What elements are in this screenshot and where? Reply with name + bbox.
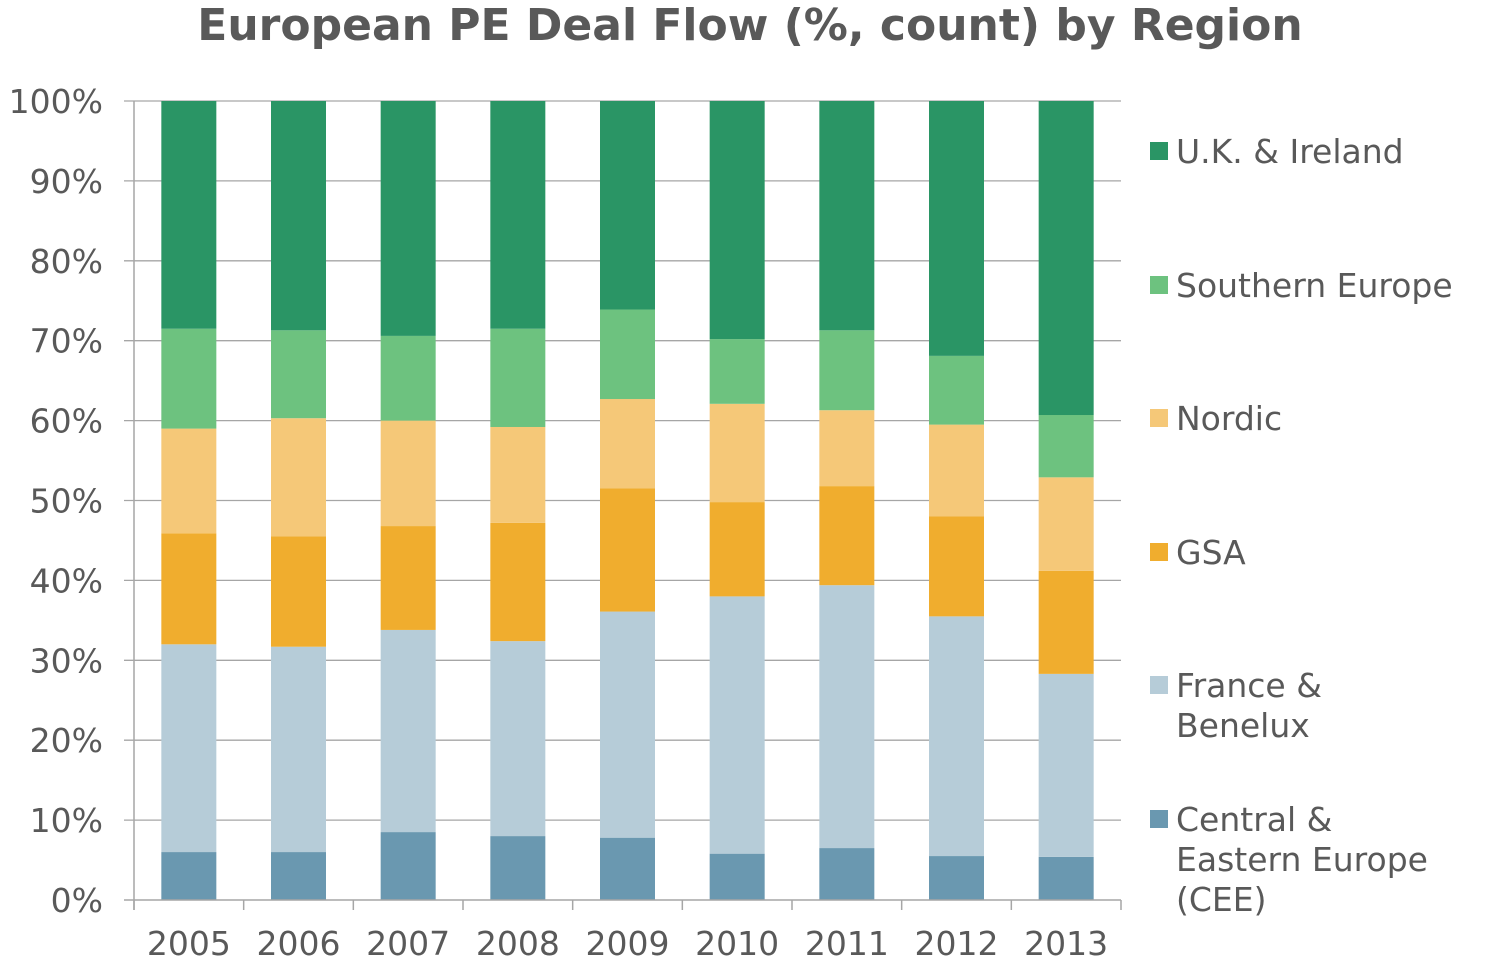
x-tick-label: 2009 xyxy=(586,924,670,963)
bar-segment xyxy=(929,101,984,356)
bar-segment xyxy=(271,852,326,900)
bar-segment xyxy=(161,852,217,900)
bar-segment xyxy=(490,641,546,837)
x-tick-label: 2011 xyxy=(805,924,889,963)
bar-segment xyxy=(819,330,875,411)
bar-segment xyxy=(490,426,546,523)
bar-segment xyxy=(161,533,217,645)
x-tick-label: 2010 xyxy=(695,924,779,963)
y-tick-label: 0% xyxy=(51,881,103,920)
bar-segment xyxy=(600,837,655,900)
bar-segment xyxy=(271,536,326,647)
bar-segment xyxy=(929,856,984,900)
bar-segment xyxy=(490,328,546,427)
bar-segment xyxy=(819,585,875,849)
bar-segment xyxy=(600,399,655,489)
bar-segment xyxy=(709,339,765,404)
y-tick-label: 60% xyxy=(30,402,103,441)
bar-segment xyxy=(161,101,217,329)
bar-segment xyxy=(929,355,984,425)
x-tick-label: 2013 xyxy=(1024,924,1108,963)
bar-segment xyxy=(709,101,765,340)
bar-segment xyxy=(271,101,326,331)
bar-segment xyxy=(709,853,765,900)
bar-segment xyxy=(929,424,984,517)
legend-swatch xyxy=(1150,676,1168,694)
bar-segment xyxy=(819,848,875,900)
bar-segment xyxy=(380,629,436,833)
y-tick-label: 30% xyxy=(30,641,103,680)
bar-segment xyxy=(271,330,326,419)
y-tick-label: 20% xyxy=(30,721,103,760)
bar-segment xyxy=(271,646,326,853)
bar-segment xyxy=(600,488,655,612)
y-tick-label: 80% xyxy=(30,242,103,281)
bar-segment xyxy=(380,101,436,336)
bar-segment xyxy=(709,596,765,854)
x-tick-label: 2007 xyxy=(366,924,450,963)
legend-swatch xyxy=(1150,409,1168,427)
bar-segment xyxy=(1038,673,1094,857)
bar-segment xyxy=(1038,856,1094,900)
legend-label: (CEE) xyxy=(1176,879,1267,919)
bar-segment xyxy=(929,616,984,857)
bar-segment xyxy=(600,101,655,310)
bar-segment xyxy=(490,101,546,329)
bar-segment xyxy=(380,526,436,630)
legend-label: Southern Europe xyxy=(1176,265,1453,305)
bar-segment xyxy=(271,418,326,537)
bar-segment xyxy=(819,101,875,331)
y-tick-label: 70% xyxy=(30,322,103,361)
legend-label: France & xyxy=(1176,666,1322,705)
y-tick-label: 40% xyxy=(30,561,103,600)
bar-segment xyxy=(1038,570,1094,674)
x-tick-label: 2012 xyxy=(915,924,999,963)
x-tick-label: 2008 xyxy=(476,924,560,963)
bar-segment xyxy=(1038,101,1094,416)
legend-swatch xyxy=(1150,275,1168,294)
bar-segment xyxy=(161,644,217,853)
bar-segment xyxy=(709,502,765,597)
legend-swatch xyxy=(1150,142,1168,160)
bar-segment xyxy=(1038,415,1094,478)
y-tick-label: 100% xyxy=(9,82,103,121)
bar-segment xyxy=(490,522,546,642)
legend-label: Nordic xyxy=(1176,399,1283,438)
bar-segment xyxy=(380,335,436,421)
legend-label: Central & xyxy=(1176,799,1333,839)
bar-segment xyxy=(600,309,655,400)
y-tick-label: 10% xyxy=(30,801,103,840)
bar-segment xyxy=(929,516,984,617)
legend-label: Benelux xyxy=(1176,706,1310,745)
y-tick-label: 90% xyxy=(30,162,103,201)
legend-label: Eastern Europe xyxy=(1176,839,1428,879)
bar-segment xyxy=(161,328,217,429)
x-tick-label: 2006 xyxy=(257,924,341,963)
bar-segment xyxy=(1038,477,1094,571)
y-tick-label: 50% xyxy=(30,482,103,521)
bar-segment xyxy=(490,836,546,900)
legend-label: GSA xyxy=(1176,532,1246,572)
bar-segment xyxy=(819,486,875,586)
bar-segment xyxy=(709,403,765,503)
bar-segment xyxy=(600,611,655,838)
x-tick-label: 2005 xyxy=(147,924,231,963)
legend-swatch xyxy=(1150,542,1168,561)
bar-segment xyxy=(819,410,875,487)
bar-segment xyxy=(380,420,436,527)
bar-segment xyxy=(380,832,436,900)
chart-title: European PE Deal Flow (%, count) by Regi… xyxy=(197,0,1303,51)
bar-segment xyxy=(161,428,217,534)
legend-swatch xyxy=(1150,809,1168,828)
legend-label: U.K. & Ireland xyxy=(1176,132,1404,171)
